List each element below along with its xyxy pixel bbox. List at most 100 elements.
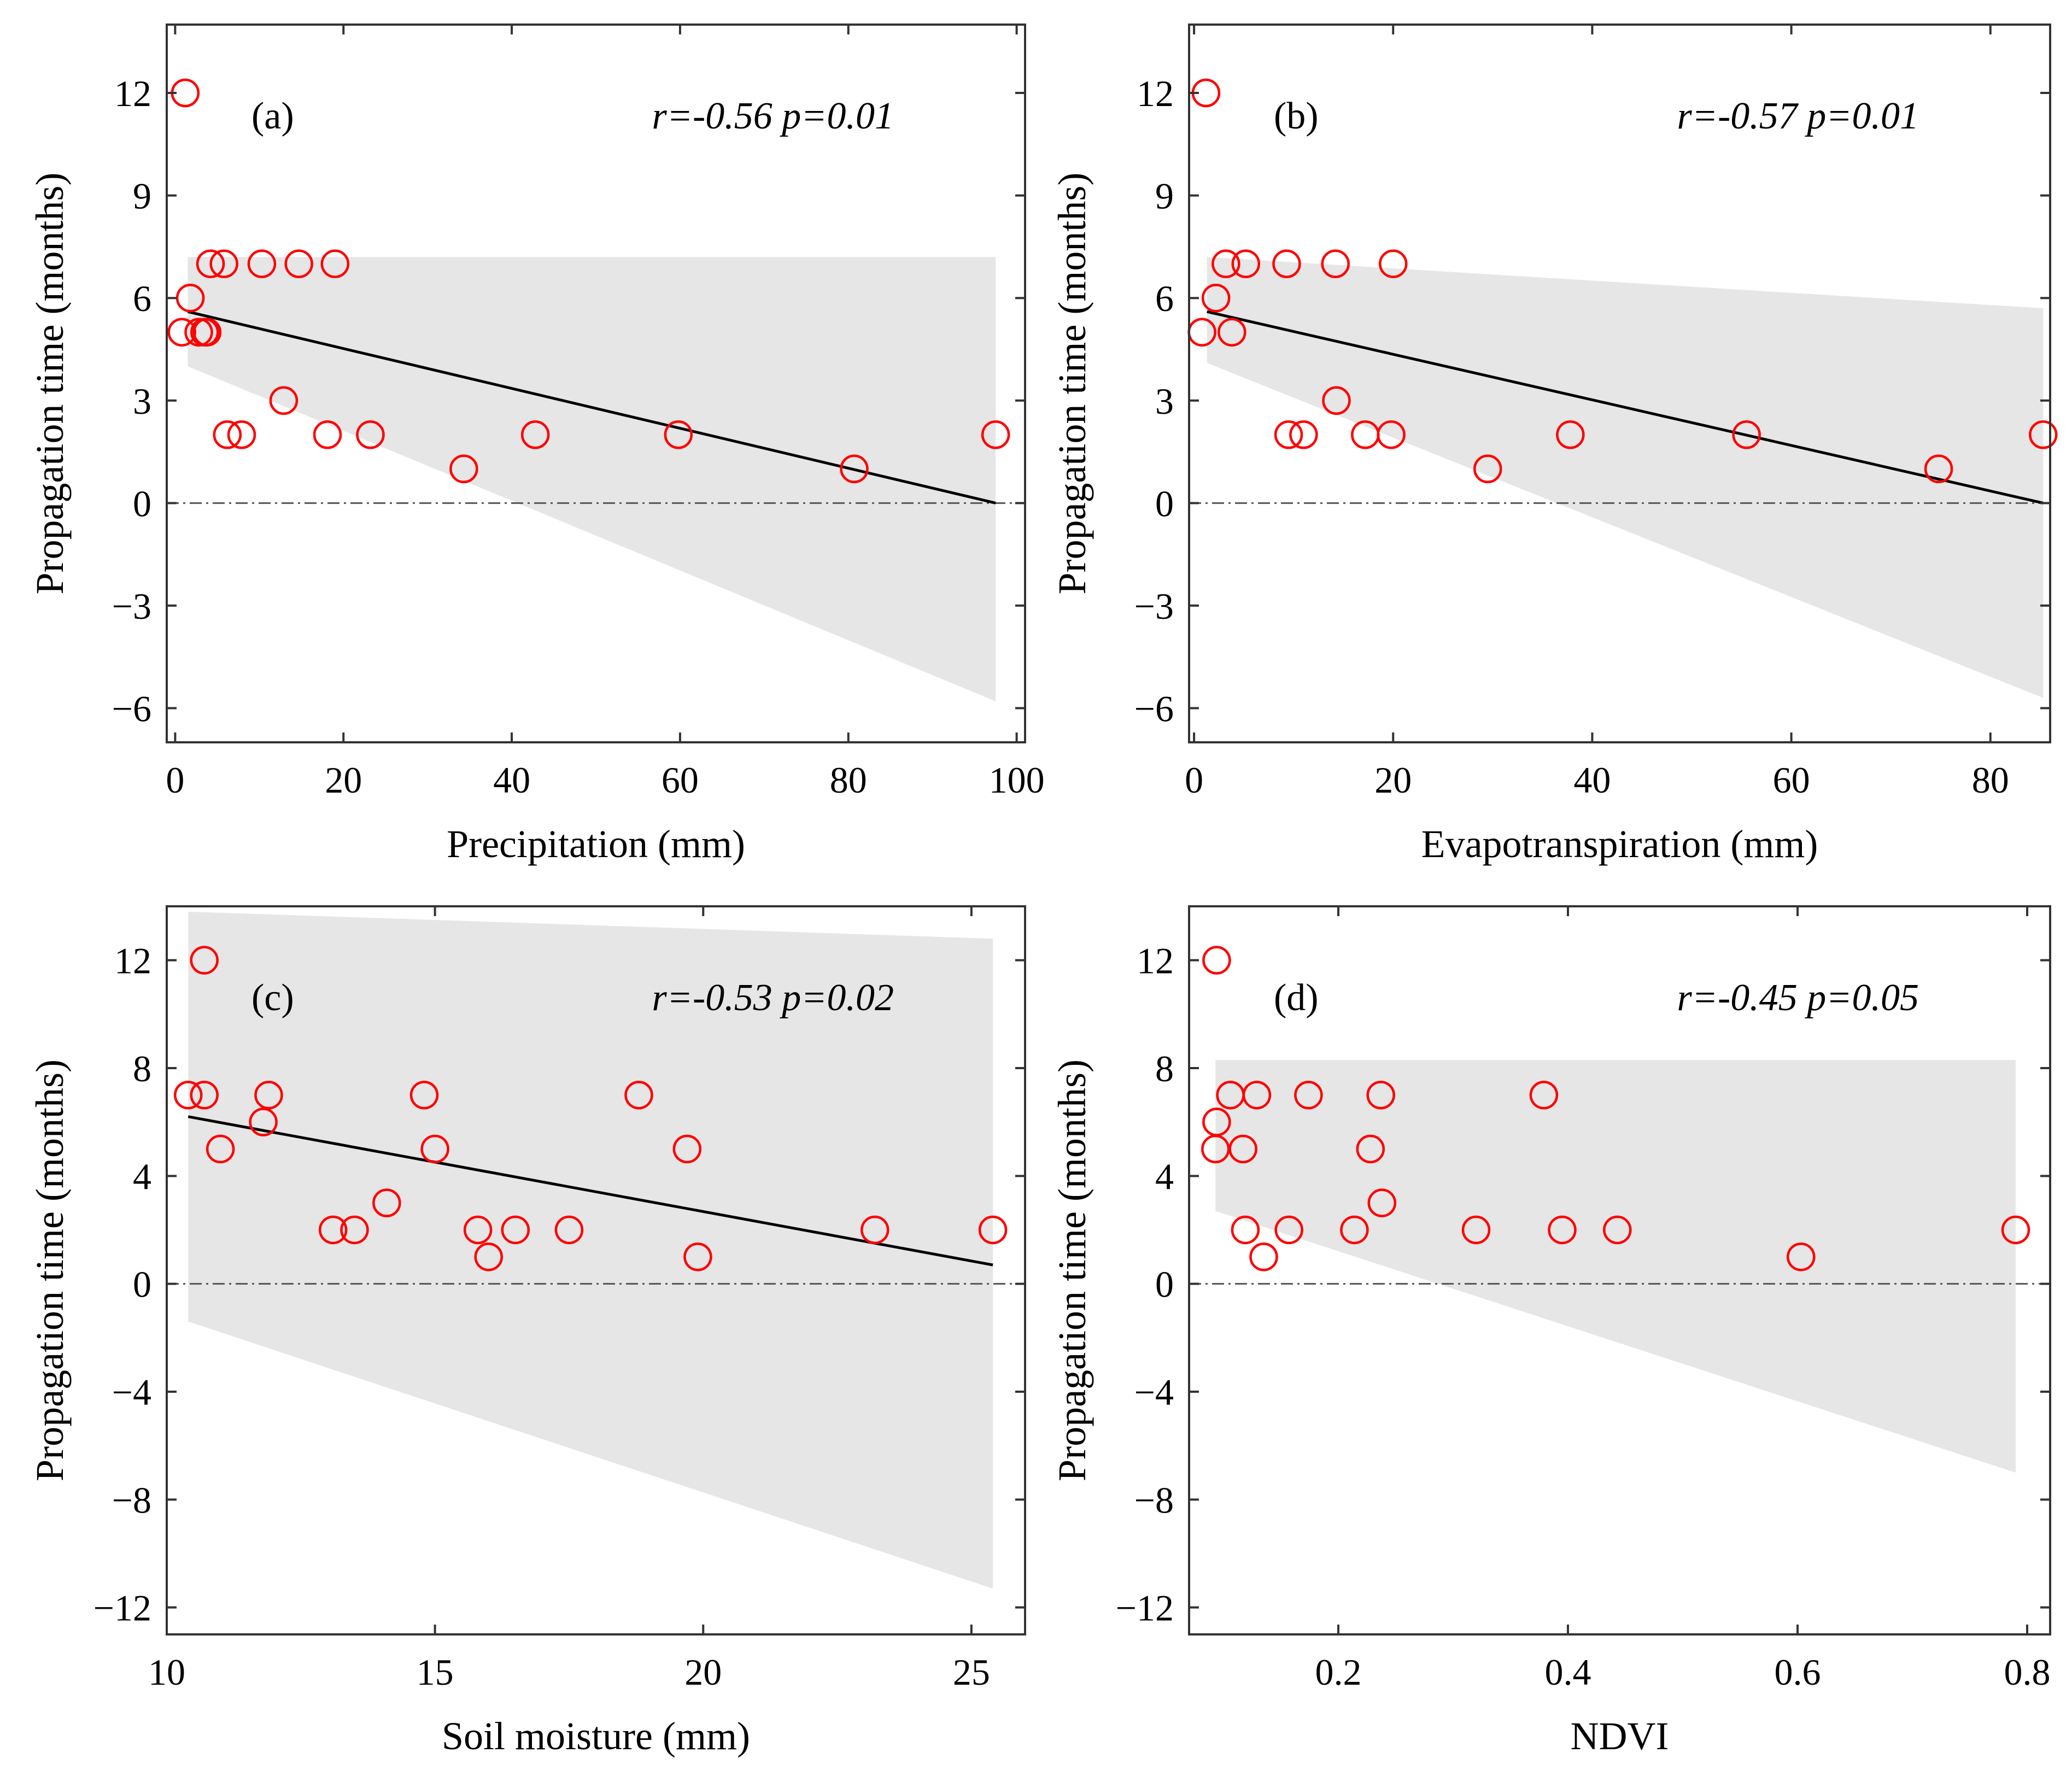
data-point <box>1366 1081 1395 1110</box>
data-point <box>501 1215 530 1245</box>
data-point <box>1274 420 1303 449</box>
y-tick-label: 8 <box>133 1048 151 1089</box>
data-point <box>320 249 350 278</box>
x-axis-title: Evapotranspiration (mm) <box>1421 822 1818 866</box>
panel-d: 0.2 0.4 0.6 0.8 −12 −8 −4 0 4 8 12 NDVI Propagation … <box>1050 905 2051 1758</box>
data-point <box>1529 1081 1559 1110</box>
data-point <box>184 318 213 347</box>
data-point <box>978 1215 1008 1245</box>
y-tick-label: 12 <box>114 73 151 114</box>
data-point <box>1202 946 1231 975</box>
data-point <box>2029 420 2058 449</box>
y-tick-label: −6 <box>1134 688 1174 729</box>
y-tick-label: 6 <box>1155 278 1174 319</box>
panel-label: (b) <box>1274 95 1319 137</box>
data-point <box>1340 1215 1369 1245</box>
panel-c: 10 15 20 25 −12 −8 −4 0 4 8 12 Soil moisture (mm) Pr… <box>28 905 1026 1758</box>
y-axis-title: Propagation time (months) <box>1050 173 1094 595</box>
x-tick-label: 0.8 <box>2004 1651 2051 1693</box>
data-point <box>861 1215 889 1245</box>
data-point <box>190 946 219 975</box>
correlation-stats: r=-0.56 p=0.01 <box>652 95 894 137</box>
x-tick-label: 0.2 <box>1315 1651 1362 1693</box>
x-tick-label: 15 <box>417 1651 454 1693</box>
x-tick-label: 10 <box>148 1651 185 1693</box>
data-point <box>1787 1242 1816 1271</box>
data-point <box>1379 249 1408 278</box>
confidence-band <box>188 911 993 1589</box>
x-tick-label: 0 <box>1185 759 1203 801</box>
data-point <box>1289 420 1318 449</box>
data-point <box>2001 1215 2030 1245</box>
y-tick-label: 0 <box>133 1264 151 1305</box>
confidence-band <box>188 257 996 701</box>
y-tick-label: −3 <box>112 585 151 627</box>
data-point <box>1294 1081 1323 1110</box>
y-tick-label: −8 <box>112 1479 151 1521</box>
y-tick-label: 6 <box>133 278 151 319</box>
confidence-band <box>1215 1060 2016 1473</box>
y-tick-label: −12 <box>93 1587 151 1629</box>
data-point <box>664 420 693 449</box>
x-tick-label: 20 <box>684 1651 722 1693</box>
data-point <box>1356 1134 1385 1164</box>
fit-line <box>188 1115 993 1267</box>
data-point <box>206 1134 235 1164</box>
x-tick-label: 0.4 <box>1545 1651 1591 1693</box>
y-tick-label: 0 <box>133 483 151 524</box>
data-point <box>209 249 238 278</box>
data-point <box>1321 249 1350 278</box>
x-tick-label: 80 <box>830 759 867 801</box>
data-point <box>1231 1215 1260 1245</box>
x-tick-label: 20 <box>325 759 362 801</box>
correlation-stats: r=-0.57 p=0.01 <box>1677 95 1919 137</box>
data-point <box>190 1081 219 1110</box>
data-point <box>449 454 478 484</box>
data-point <box>474 1242 503 1271</box>
x-tick-label: 0 <box>166 759 184 801</box>
data-point <box>1473 454 1502 484</box>
data-point <box>1367 1188 1397 1217</box>
panel-label: (d) <box>1274 977 1319 1019</box>
data-point <box>175 283 205 313</box>
data-point <box>340 1215 369 1245</box>
x-tick-label: 25 <box>953 1651 990 1693</box>
y-tick-label: 12 <box>1137 73 1174 114</box>
data-point <box>1218 318 1246 347</box>
data-point <box>318 1215 348 1245</box>
y-tick-label: 0 <box>1155 483 1174 524</box>
x-axis-title: NDVI <box>1571 1714 1669 1758</box>
y-tick-label: −12 <box>1116 1587 1174 1629</box>
data-point <box>420 1134 449 1164</box>
data-point <box>1231 249 1261 278</box>
panel-label: (c) <box>251 977 294 1019</box>
x-axis-title: Soil moisture (mm) <box>442 1714 750 1758</box>
axes-frame <box>166 905 1026 1635</box>
axes-frame <box>1188 905 2051 1635</box>
x-tick-label: 100 <box>989 759 1045 801</box>
data-point <box>1322 386 1351 415</box>
correlation-stats: r=-0.53 p=0.02 <box>652 977 894 1019</box>
data-point <box>254 1081 283 1110</box>
data-point <box>249 1107 278 1136</box>
data-point <box>409 1081 439 1110</box>
data-point <box>1603 1215 1632 1245</box>
y-tick-label: 9 <box>1155 175 1174 217</box>
x-tick-label: 0.6 <box>1775 1651 1821 1693</box>
data-point <box>1556 420 1585 449</box>
y-tick-label: 0 <box>1155 1264 1174 1305</box>
x-tick-label: 80 <box>1972 759 2009 801</box>
data-point <box>247 249 277 278</box>
y-tick-label: 3 <box>1155 380 1174 422</box>
y-tick-label: −6 <box>112 688 151 729</box>
data-point <box>269 386 298 415</box>
data-point <box>463 1215 493 1245</box>
plot-area <box>1189 257 2050 698</box>
x-tick-label: 60 <box>1773 759 1810 801</box>
y-tick-label: 4 <box>1155 1156 1174 1197</box>
axes-frame <box>1188 24 2051 743</box>
y-axis-title: Propagation time (months) <box>28 1059 72 1481</box>
data-point <box>1249 1242 1278 1271</box>
y-tick-label: 12 <box>1137 940 1174 982</box>
data-point <box>1274 1215 1303 1245</box>
